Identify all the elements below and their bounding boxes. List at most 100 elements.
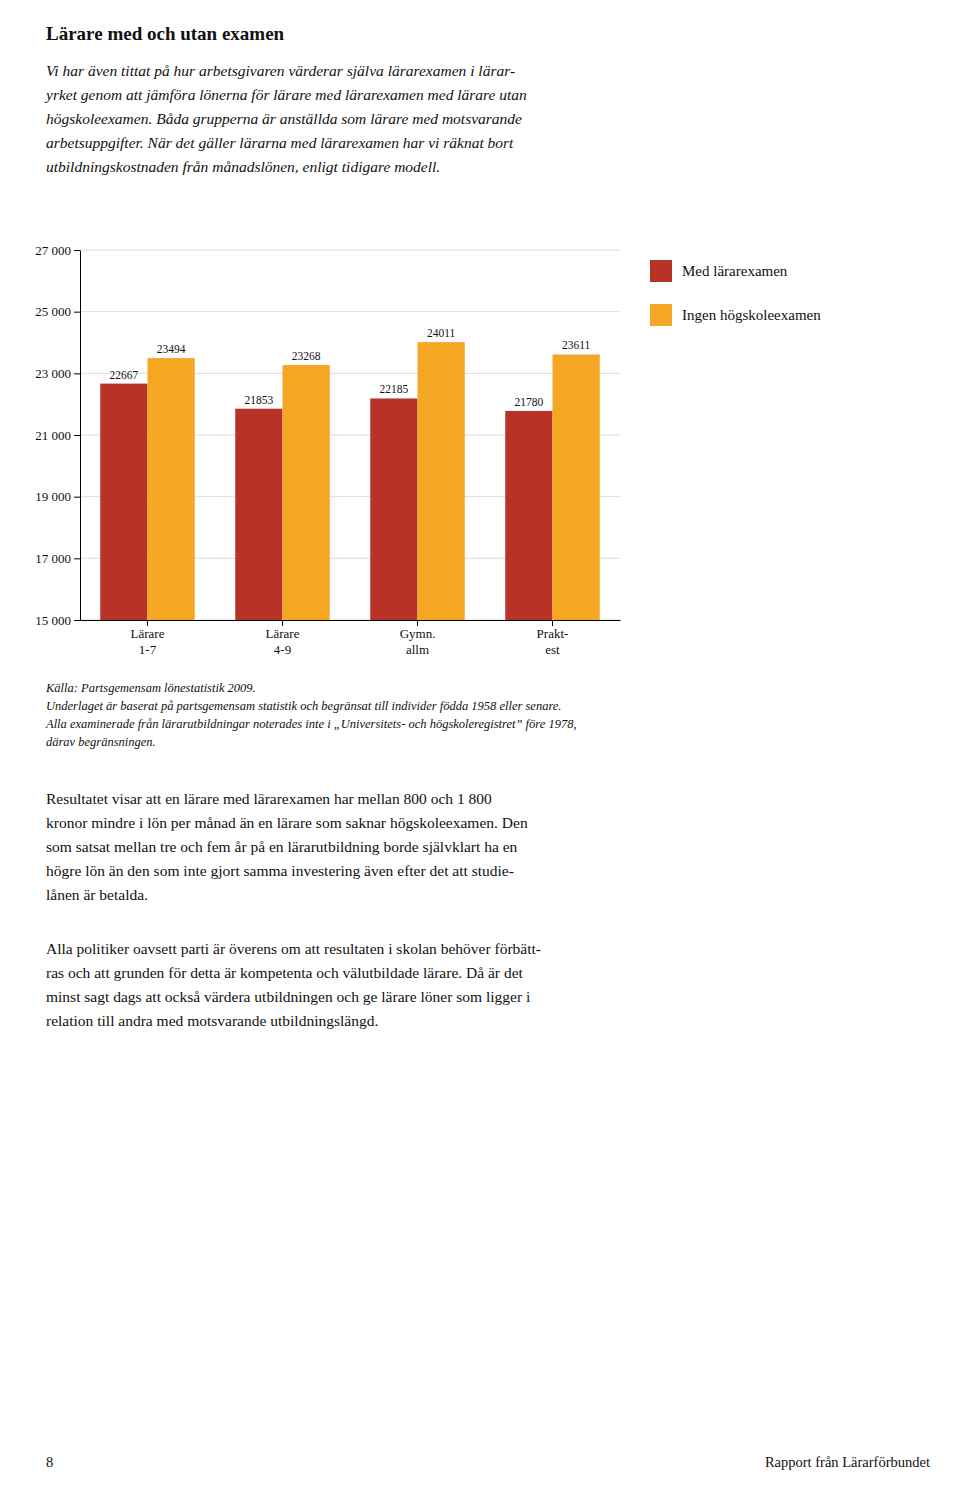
title: Lärare med och utan examen (46, 23, 285, 44)
x-tick-label: Lärare1-7 (131, 626, 165, 657)
y-tick-mark (74, 497, 80, 498)
legend-label: Med lärarexamen (682, 263, 788, 279)
bar (148, 358, 195, 620)
title-line: Lärare med och utan examen (46, 23, 285, 44)
y-tick: 19 000 (35, 489, 80, 504)
x-tick-mark (417, 620, 418, 626)
subtitle: Vi har även tittat på hur arbetsgivaren … (44, 62, 527, 175)
bar (235, 409, 282, 620)
body-text-line: Alla politiker oavsett parti är överens … (46, 940, 541, 957)
y-tick: 23 000 (35, 366, 80, 381)
subtitle-line: Vi har även tittat på hur arbetsgivaren … (46, 62, 515, 79)
footer-right-line: Rapport från Lärarförbundet (765, 1454, 930, 1470)
legend-item: Med lärarexamen (650, 260, 788, 282)
data-label: 21853 (245, 394, 274, 406)
background (0, 0, 960, 1495)
subtitle-line: utbildningskostnaden från månadslönen, e… (46, 158, 440, 175)
body-text-line: högre lön än den som inte gjort samma in… (46, 862, 514, 879)
source-line: Källa: Partsgemensam lönestatistik 2009. (45, 681, 256, 695)
x-tick-label-line: 1-7 (139, 642, 157, 657)
bar (553, 354, 600, 620)
x-axis-line (81, 620, 621, 621)
subtitle-line: arbetsuppgifter. När det gäller lärarna … (46, 134, 514, 151)
y-tick-label: 15 000 (35, 613, 71, 628)
x-tick-label-line: Lärare (266, 626, 300, 641)
body-text-line: relation till andra med motsvarande utbi… (46, 1012, 378, 1029)
legend: Med lärarexamen Ingen högskoleexamen (650, 260, 821, 326)
y-tick-mark (74, 620, 80, 621)
x-tick-label-line: est (545, 642, 560, 657)
y-tick-label: 23 000 (35, 366, 71, 381)
x-tick: Lärare4-9 (266, 620, 300, 657)
y-tick-label: 19 000 (35, 489, 71, 504)
data-label: 24011 (427, 327, 456, 339)
data-label: 22185 (380, 383, 409, 395)
x-axis: Lärare1-7Lärare4-9Gymn.allmPrakt-est (81, 620, 621, 657)
page: Lärare med och utan examen Vi har även ti… (0, 0, 960, 1495)
y-tick-label: 17 000 (35, 551, 71, 566)
body-text-line: ras och att grunden för detta är kompete… (46, 964, 524, 981)
x-tick-mark (282, 620, 283, 626)
legend-label: Ingen högskoleexamen (682, 307, 821, 323)
source-line: Underlaget är baserat på partsgemensam s… (46, 699, 561, 713)
data-labels: 2266721853221852178023494232682401123611 (110, 327, 591, 408)
series (148, 342, 600, 620)
body-text-line: som satsat mellan tre och fem år på en l… (46, 838, 518, 855)
footer-right: Rapport från Lärarförbundet (765, 1454, 930, 1470)
y-tick: 25 000 (35, 304, 80, 319)
body-text-line: Resultatet visar att en lärare med lärar… (46, 790, 492, 807)
x-tick: Prakt-est (537, 620, 569, 657)
x-tick-label-line: Lärare (131, 626, 165, 641)
source: Underlaget är baserat på partsgemensam s… (46, 699, 561, 713)
data-label: 23611 (562, 339, 591, 351)
legend-item: Ingen högskoleexamen (650, 304, 821, 326)
x-tick-label: Lärare4-9 (266, 626, 300, 657)
x-tick-label-line: 4-9 (274, 642, 291, 657)
y-tick: 17 000 (35, 551, 80, 566)
subtitle-line: yrket genom att jämföra lönerna för lära… (44, 86, 527, 103)
bars (100, 342, 600, 620)
y-tick: 27 000 (35, 243, 80, 258)
bar (418, 342, 465, 620)
y-tick-mark (74, 373, 80, 374)
x-tick-mark (552, 620, 553, 626)
data-label: 22667 (110, 369, 139, 381)
legend-swatch (650, 304, 672, 326)
x-tick: Gymn.allm (400, 620, 436, 657)
x-tick-label: Prakt-est (537, 626, 569, 657)
source-line: Alla examinerade från lärarutbildningar … (45, 717, 577, 731)
x-tick-label: Gymn.allm (400, 626, 436, 657)
y-tick: 21 000 (35, 428, 80, 443)
grid-line (80, 250, 620, 251)
y-tick-label: 27 000 (35, 243, 71, 258)
source: Alla examinerade från lärarutbildningar … (45, 717, 577, 731)
x-tick: Lärare1-7 (131, 620, 165, 657)
bar (505, 411, 552, 620)
legend-swatch (650, 260, 672, 282)
x-tick-label-line: Prakt- (537, 626, 569, 641)
body-text-line: minst sagt dags att också värdera utbild… (46, 988, 531, 1005)
subtitle-line: högskoleexamen. Båda grupperna är anstäl… (46, 110, 522, 127)
x-tick-mark (147, 620, 148, 626)
body-text: Alla politiker oavsett parti är överens … (46, 940, 541, 1029)
data-label: 23268 (292, 350, 321, 362)
y-tick-label: 25 000 (35, 304, 71, 319)
x-tick-label-line: allm (406, 642, 429, 657)
x-tick-label-line: Gymn. (400, 626, 436, 641)
y-tick-mark (74, 312, 80, 313)
y-tick-mark (74, 558, 80, 559)
y-tick-mark (74, 250, 80, 251)
y-axis-line (80, 251, 81, 621)
bar (283, 365, 330, 620)
source: därav begränsningen. (46, 735, 156, 749)
bar (370, 398, 417, 620)
y-axis: 15 000 17 000 19 000 21 000 23 000 25 000 27 0… (35, 243, 80, 628)
y-tick-label: 21 000 (35, 428, 71, 443)
source-line: därav begränsningen. (46, 735, 156, 749)
annotations: Källa: Partsgemensam lönestatistik 2009.… (45, 681, 930, 1470)
source: Källa: Partsgemensam lönestatistik 2009. (45, 681, 256, 695)
body-text-line: kronor mindre i lön per månad än en lära… (46, 814, 528, 831)
body-text-line: lånen är betalda. (46, 886, 148, 903)
grid (80, 250, 620, 620)
bar (100, 384, 147, 620)
